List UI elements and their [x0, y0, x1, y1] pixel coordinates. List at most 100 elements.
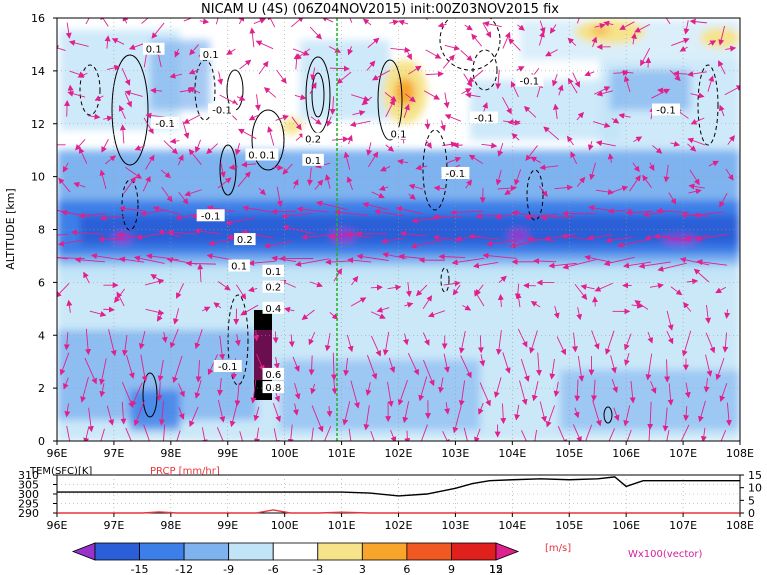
wind-vector [623, 75, 631, 93]
wind-vector [443, 353, 450, 373]
wind-vector [589, 162, 596, 181]
wind-vector [664, 359, 671, 383]
wind-vector [121, 335, 128, 357]
wind-vector [399, 230, 427, 237]
contour-label: 0.1 [146, 45, 162, 56]
wind-vector [679, 46, 688, 52]
wind-vector [250, 379, 257, 404]
wind-vector [549, 358, 556, 380]
wind-vector [543, 126, 560, 141]
wind-vector [103, 115, 114, 122]
wind-vector [403, 333, 409, 346]
y-tick-label: 4 [38, 329, 45, 342]
wind-vector [523, 105, 537, 118]
wind-vector [422, 295, 433, 310]
wind-vector [135, 233, 162, 240]
contour-label: -0.1 [212, 106, 232, 117]
wind-vector [540, 214, 575, 221]
wind-vector [465, 179, 473, 189]
wind-vector [438, 253, 466, 260]
wind-vector [237, 171, 251, 188]
wind-vector [108, 329, 117, 357]
wind-vector [111, 38, 125, 45]
wind-vector [140, 354, 148, 383]
wind-vector [680, 424, 690, 441]
x-tick-label: 102E [385, 447, 413, 460]
wind-vector [662, 407, 669, 432]
wind-vector [533, 258, 557, 265]
wind-vector [67, 90, 86, 98]
colorbar-segment [183, 542, 230, 561]
wind-vector [116, 291, 125, 307]
wind-vector [642, 174, 652, 188]
wind-vector [178, 407, 185, 420]
wind-vector [683, 301, 692, 312]
wind-vector [415, 284, 428, 297]
wind-vector [310, 67, 317, 81]
wind-vector [311, 405, 324, 433]
wind-vector [125, 427, 132, 441]
wind-vector [217, 177, 232, 189]
wind-vector [301, 234, 332, 241]
wind-vector [169, 138, 180, 145]
wind-vector [309, 26, 322, 40]
wind-vector [531, 381, 539, 402]
wind-vector [538, 185, 548, 197]
colorbar-tick-label: -3 [312, 563, 323, 575]
colorbar-tick-label: -15 [131, 563, 149, 575]
wind-vector [347, 46, 354, 56]
contour-label: 0.6 [265, 370, 281, 381]
wind-vector [308, 355, 315, 376]
wind-vector [724, 309, 731, 319]
wind-vector [610, 185, 629, 194]
wind-vector [526, 236, 556, 243]
wind-vector [415, 164, 428, 171]
colorbar-segment [228, 542, 274, 561]
colorbar-segment [317, 542, 363, 561]
wind-vector [188, 68, 200, 75]
wind-vector [686, 278, 699, 285]
wind-vector [145, 154, 155, 170]
wind-vector [572, 72, 580, 88]
wind-vector [295, 258, 330, 267]
contour-label: 0.1 [248, 150, 264, 161]
wind-vector [690, 92, 705, 99]
wind-vector [684, 382, 691, 399]
wind-vector [309, 82, 317, 95]
wind-vector [397, 158, 409, 165]
wind-vector [679, 256, 710, 266]
wind-vector [342, 401, 351, 426]
wind-vector [385, 144, 395, 152]
wind-vector [703, 378, 710, 393]
wind-vector [343, 151, 351, 170]
wind-vector [150, 274, 164, 283]
wind-vector [380, 165, 391, 172]
wind-vector [314, 179, 324, 190]
wind-vector [151, 22, 165, 39]
wind-vector [216, 427, 224, 441]
wind-vector [591, 379, 598, 402]
wind-vector [402, 401, 410, 424]
wind-vector [68, 40, 89, 47]
wind-vector [160, 169, 172, 179]
wind-vector [87, 113, 101, 120]
wind-vector [468, 233, 500, 240]
wind-vector [520, 358, 530, 382]
wind-vector [666, 310, 674, 331]
wind-vector [161, 332, 168, 344]
colorbar-segment [94, 542, 140, 561]
wind-vector [296, 206, 329, 213]
wind-vector [309, 281, 323, 288]
wind-vector [621, 69, 634, 76]
wind-vector [172, 355, 183, 384]
wind-vector [123, 176, 136, 194]
colorbar-segment [406, 542, 452, 561]
wind-vector [420, 424, 428, 441]
x-tick-label: 101E [328, 447, 356, 460]
wind-vector [498, 275, 507, 283]
wind-vector [365, 382, 372, 396]
wind-vector [663, 430, 670, 441]
wind-vector [446, 156, 462, 164]
wind-vector [370, 430, 375, 441]
wind-vector [725, 402, 732, 427]
